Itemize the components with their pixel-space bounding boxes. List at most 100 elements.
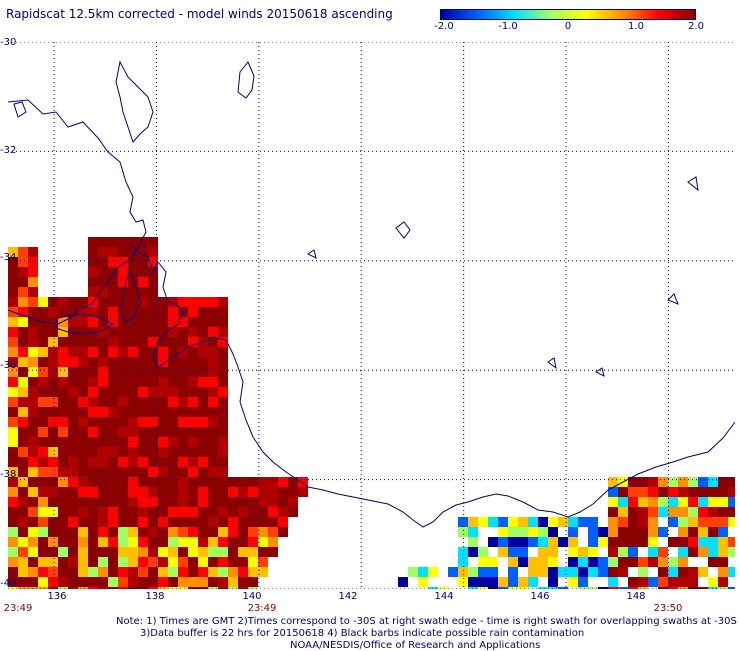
wind-cell <box>208 547 218 557</box>
wind-cell <box>168 387 178 397</box>
wind-cell <box>168 507 178 517</box>
wind-cell <box>128 397 138 407</box>
wind-cell <box>88 387 98 397</box>
wind-cell <box>98 457 108 467</box>
wind-cell <box>48 337 58 347</box>
wind-cell <box>288 497 298 507</box>
wind-cell <box>88 437 98 447</box>
wind-cell <box>288 507 298 517</box>
wind-cell <box>148 347 158 357</box>
wind-cell <box>228 547 238 557</box>
wind-cell <box>158 387 168 397</box>
wind-cell <box>38 457 48 467</box>
wind-cell <box>468 527 478 537</box>
wind-cell <box>68 417 78 427</box>
wind-cell <box>728 537 735 547</box>
wind-cell <box>148 487 158 497</box>
wind-cell <box>238 507 248 517</box>
wind-cell <box>18 387 28 397</box>
wind-cell <box>138 467 148 477</box>
wind-cell <box>678 577 688 587</box>
wind-cell <box>68 317 78 327</box>
wind-cell <box>68 457 78 467</box>
wind-cell <box>168 307 178 317</box>
wind-cell <box>188 437 198 447</box>
wind-cell <box>708 577 718 587</box>
wind-cell <box>268 497 278 507</box>
wind-cell <box>518 557 528 567</box>
wind-cell <box>198 507 208 517</box>
wind-cell <box>478 567 488 577</box>
wind-cell <box>268 527 278 537</box>
wind-cell <box>98 447 108 457</box>
wind-cell <box>78 507 88 517</box>
wind-cell <box>448 567 458 577</box>
wind-cell <box>258 507 268 517</box>
wind-cell <box>28 437 38 447</box>
wind-cell <box>118 337 128 347</box>
wind-cell <box>178 567 188 577</box>
wind-cell <box>48 347 58 357</box>
wind-cell <box>538 537 548 547</box>
wind-cell <box>28 337 38 347</box>
wind-cell <box>108 537 118 547</box>
wind-cell <box>468 517 478 527</box>
wind-cell <box>118 257 128 267</box>
colorbar-label-max: 2.0 <box>688 21 704 32</box>
wind-cell <box>8 297 18 307</box>
wind-cell <box>128 277 138 287</box>
wind-cell <box>198 357 208 367</box>
wind-cell <box>98 517 108 527</box>
map-area <box>8 42 735 589</box>
wind-cell <box>608 577 618 587</box>
wind-cell <box>578 587 588 589</box>
wind-cell <box>108 567 118 577</box>
wind-cell <box>148 297 158 307</box>
wind-cell <box>38 337 48 347</box>
wind-cell <box>158 567 168 577</box>
wind-cell <box>118 437 128 447</box>
wind-cell <box>128 477 138 487</box>
wind-cell <box>48 567 58 577</box>
wind-cell <box>498 577 508 587</box>
wind-cell <box>628 557 638 567</box>
wind-cell <box>48 487 58 497</box>
wind-cell <box>518 517 528 527</box>
wind-cell <box>128 567 138 577</box>
wind-cell <box>58 507 68 517</box>
wind-cell <box>288 477 298 487</box>
wind-cell <box>278 507 288 517</box>
wind-cell <box>458 517 468 527</box>
wind-cell <box>88 517 98 527</box>
wind-cell <box>78 397 88 407</box>
wind-cell <box>718 517 728 527</box>
wind-cell <box>28 347 38 357</box>
wind-cell <box>248 587 258 589</box>
wind-cell <box>18 527 28 537</box>
wind-cell <box>488 537 498 547</box>
wind-cell <box>148 477 158 487</box>
wind-cell <box>458 557 468 567</box>
wind-cell <box>208 337 218 347</box>
wind-cell <box>88 487 98 497</box>
wind-cell <box>18 577 28 587</box>
wind-cell <box>118 517 128 527</box>
wind-cell <box>138 337 148 347</box>
wind-cell <box>138 517 148 527</box>
wind-cell <box>688 567 698 577</box>
wind-cell <box>68 497 78 507</box>
wind-cell <box>628 527 638 537</box>
wind-cell <box>58 577 68 587</box>
wind-cell <box>708 527 718 537</box>
wind-cell <box>18 397 28 407</box>
wind-cell <box>88 267 98 277</box>
wind-cell <box>548 567 558 577</box>
wind-cell <box>208 307 218 317</box>
wind-cell <box>208 537 218 547</box>
colorbar <box>440 9 696 20</box>
wind-cell <box>158 587 168 589</box>
wind-cell <box>38 487 48 497</box>
wind-cell <box>8 407 18 417</box>
wind-cell <box>268 537 278 547</box>
wind-cell <box>638 537 648 547</box>
